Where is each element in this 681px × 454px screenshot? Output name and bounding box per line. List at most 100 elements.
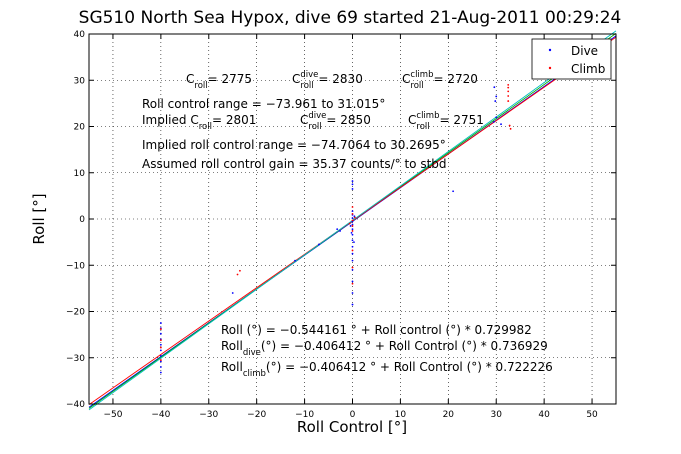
annotation-main: C [300,113,308,127]
legend: Dive Climb [531,38,612,80]
fit-equation-all: Roll (°) = −0.544161 ° + Roll control (°… [221,323,532,337]
y-tick-label: −20 [66,308,85,318]
annotation-value: = 2830 [318,72,362,86]
data-point-dive [336,228,339,231]
annotation-sup: dive [300,70,318,80]
data-point-dive [351,303,354,306]
data-point-dive [159,343,162,346]
annotation-value: = 2751 [439,113,483,127]
data-point-dive [294,259,296,262]
x-tick-label: 20 [443,410,455,420]
annotation-sub: roll [410,81,423,91]
implied-roll-control-range: Implied roll control range = −74.7064 to… [142,138,446,152]
annotation-sub: roll [416,122,429,132]
data-point-dive [493,86,496,89]
x-tick-label: −20 [247,410,266,420]
annotation-term: Roll dive (°) = −0.406412 ° + Roll Contro… [221,339,548,358]
data-point-climb [351,213,354,215]
annotation-main: Roll [221,339,243,353]
data-point-dive [159,349,162,352]
data-point-dive [351,180,354,182]
y-tick-label: 30 [74,76,86,86]
data-point-dive [351,223,354,226]
annotation-sub: roll [199,122,212,132]
data-point-climb [351,225,354,227]
chart-title: SG510 North Sea Hypox, dive 69 started 2… [79,8,622,28]
data-point-dive [495,116,498,119]
x-axis-label: Roll Control [°] [297,418,407,436]
data-point-climb [351,282,354,285]
legend-box [531,38,612,80]
annotation-main: C [292,72,300,86]
data-point-dive [351,245,354,248]
annotation-main: Implied C [142,113,199,127]
roll-control-range: Roll control range = −73.961 to 31.015° [142,97,385,111]
data-point-dive [495,95,498,98]
x-tick-label: −40 [151,410,170,420]
annotation-sup: climb [410,70,433,80]
data-point-climb [159,328,162,330]
data-point-dive [159,332,162,335]
x-tick-label: 50 [586,410,598,420]
data-point-dive [494,100,497,102]
y-tick-label: 0 [79,215,85,225]
data-point-dive [351,217,354,219]
data-point-climb [159,339,162,342]
x-tick-label: 30 [491,410,503,420]
roll-control-gain: Assumed roll control gain = 35.37 counts… [142,157,447,171]
annotation-main: C [402,72,410,86]
data-point-climb [351,219,354,222]
x-tick-label: −10 [295,410,314,420]
data-point-dive [351,239,354,242]
annotation-sub: roll [300,81,313,91]
data-point-dive [351,280,354,283]
data-point-dive [350,231,353,234]
y-tick-label: −40 [66,400,85,410]
data-point-dive [159,322,162,324]
data-point-dive [353,215,356,218]
annotation-sup: dive [308,111,326,121]
data-point-dive [351,188,354,190]
data-point-dive [351,268,354,271]
data-point-climb [351,249,354,252]
data-point-climb [348,222,351,225]
data-point-dive [349,225,352,227]
data-point-climb [239,269,241,272]
data-point-climb [507,100,510,102]
grid [89,33,616,405]
annotation-main: C [186,72,194,86]
annotation-sub: dive [243,348,261,358]
annotation-value: (°) = −0.406412 ° + Roll Control (°) * 0… [266,360,553,374]
x-tick-label: 40 [538,410,550,420]
annotation-main: C [408,113,416,127]
data-point-dive [318,243,320,246]
data-point-climb [508,124,511,127]
data-point-dive [159,360,162,363]
data-point-climb [351,230,354,232]
data-point-climb [351,206,354,208]
data-point-climb [236,273,239,276]
data-point-dive [339,230,341,232]
data-point-dive [351,292,354,294]
data-point-dive [351,259,354,262]
data-point-dive [492,120,495,123]
data-point-climb [507,86,510,89]
y-tick-label: 40 [74,30,86,40]
data-point-dive [159,355,162,357]
annotation-main: Roll [221,360,243,374]
legend-marker-climb [548,66,552,70]
annotation-sub: climb [243,369,266,379]
data-point-climb [351,266,354,269]
data-point-dive [351,210,354,213]
legend-label-climb: Climb [571,62,605,76]
data-point-dive [500,123,502,126]
data-point-dive [351,233,354,236]
annotation-value: = 2720 [433,72,477,86]
